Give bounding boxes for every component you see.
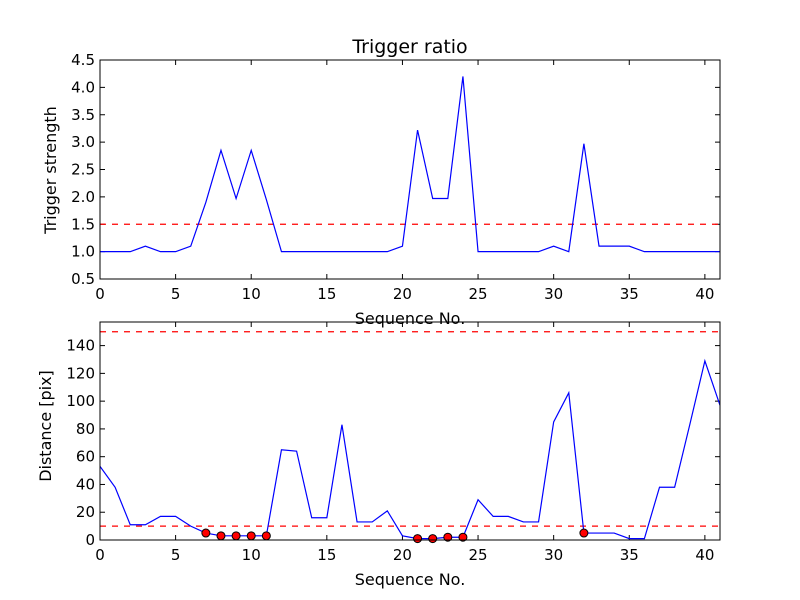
bottom-y-tick-label: 100 — [66, 392, 95, 410]
top-x-tick-label: 5 — [171, 285, 181, 303]
bottom-x-axis-label: Sequence No. — [355, 570, 466, 589]
bottom-x-tick-label: 40 — [695, 546, 714, 564]
bottom-x-tick-label: 0 — [95, 546, 105, 564]
bottom-y-tick-label: 120 — [66, 364, 95, 382]
distance-panel: Sequence No. Distance [pix] 0 5 10 15 20 25 30… — [36, 321, 721, 589]
top-y-tick-label: 4.0 — [71, 78, 95, 96]
top-x-tick-label: 40 — [695, 285, 714, 303]
top-x-tick-label: 30 — [544, 285, 563, 303]
top-y-tick-label: 2.0 — [71, 188, 95, 206]
bottom-y-tick-label: 40 — [76, 475, 95, 493]
bottom-marker-point — [231, 531, 241, 541]
top-y-tick-label: 4.5 — [71, 51, 95, 69]
bottom-x-tick-label: 15 — [317, 546, 336, 564]
top-y-tick-label: 1.5 — [71, 215, 95, 233]
top-x-tick-label: 20 — [393, 285, 412, 303]
top-y-tick-label: 3.0 — [71, 133, 95, 151]
top-x-tick-label: 15 — [317, 285, 336, 303]
bottom-x-tick-label: 20 — [393, 546, 412, 564]
top-y-tick-label: 2.5 — [71, 161, 95, 179]
bottom-marker-point — [413, 534, 423, 544]
top-x-tick-label: 25 — [469, 285, 488, 303]
top-x-axis-label: Sequence No. — [355, 309, 466, 328]
bottom-marker-point — [216, 531, 226, 541]
bottom-marker-point — [579, 528, 589, 538]
bottom-y-tick-label: 0 — [85, 531, 95, 549]
top-y-tick-label: 3.5 — [71, 106, 95, 124]
top-y-axis-label: Trigger strength — [41, 106, 60, 235]
bottom-y-axis-label: Distance [pix] — [36, 370, 55, 482]
top-y-tick-label: 0.5 — [71, 270, 95, 288]
bottom-x-tick-label: 5 — [171, 546, 181, 564]
bottom-y-tick-label: 20 — [76, 503, 95, 521]
bottom-marker-point — [458, 532, 468, 542]
bottom-marker-point — [261, 531, 271, 541]
bottom-x-tick-label: 10 — [242, 546, 261, 564]
top-y-tick-label: 1.0 — [71, 243, 95, 261]
bottom-x-tick-label: 25 — [469, 546, 488, 564]
bottom-marker-point — [428, 534, 438, 544]
bottom-x-tick-label: 30 — [544, 546, 563, 564]
bottom-y-tick-label: 80 — [76, 420, 95, 438]
top-axes-frame — [99, 59, 721, 280]
top-x-tick-label: 10 — [242, 285, 261, 303]
bottom-y-tick-label: 140 — [66, 337, 95, 355]
bottom-marker-point — [443, 532, 453, 542]
trigger-ratio-panel: Trigger ratio Sequence No. Trigger stren… — [41, 36, 721, 328]
top-chart-title: Trigger ratio — [351, 36, 467, 58]
bottom-axes-frame — [99, 321, 721, 541]
bottom-x-tick-label: 35 — [620, 546, 639, 564]
bottom-marker-point — [246, 531, 256, 541]
top-series-line — [100, 76, 720, 253]
bottom-y-tick-label: 60 — [76, 448, 95, 466]
top-x-tick-label: 35 — [620, 285, 639, 303]
top-x-tick-label: 0 — [95, 285, 105, 303]
bottom-marker-point — [201, 528, 211, 538]
